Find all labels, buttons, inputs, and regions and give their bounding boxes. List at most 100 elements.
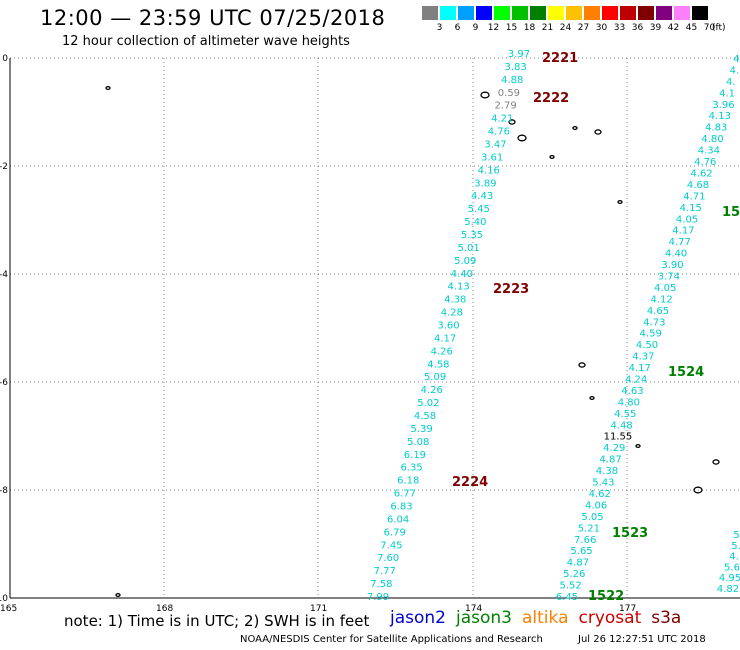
wave-height-label: 7.66 [574, 535, 596, 546]
wave-height-label: 4.38 [444, 295, 466, 306]
colorbar-tick-label: 30 [595, 23, 608, 33]
wave-height-label: 4.87 [600, 455, 622, 466]
wave-height-label: 4.58 [427, 359, 449, 370]
wave-height-label: 4.83 [705, 123, 727, 134]
colorbar-tick-label: 21 [541, 23, 554, 33]
altimeter-tracks: 3.973.834.880.592.794.214.763.473.614.16… [367, 49, 740, 603]
y-tick-label: -6 [0, 378, 8, 388]
wave-height-label: 4.38 [596, 466, 618, 477]
satellite-legend-altika: altika [522, 608, 569, 628]
wave-height-label: 4.21 [491, 114, 513, 125]
axis-labels: 165 168 171 174 177 0 -2 -4 -6 -8 -10 [0, 54, 636, 614]
colorbar-tick-label: 3 [436, 23, 443, 33]
colorbar-swatch [584, 6, 601, 20]
wave-height-label: 7.45 [380, 540, 402, 551]
wave-height-label: 4.24 [625, 375, 647, 386]
wave-height-label: 4. [729, 552, 739, 563]
colorbar-tick-label: 24 [559, 23, 572, 33]
island-outline [115, 592, 121, 598]
colorbar-swatch [476, 6, 493, 20]
pass-labels: 2221 2222 2223 2224 1524 1523 1522 151 [452, 51, 740, 604]
island-outline [712, 459, 720, 465]
wave-height-label: 6.18 [397, 476, 419, 487]
wave-height-label: 4.55 [614, 409, 636, 420]
wave-height-label: 4.63 [621, 386, 643, 397]
colorbar-swatch [530, 6, 547, 20]
wave-height-label: 5. [733, 530, 740, 541]
pass-label: 2223 [493, 282, 529, 297]
wave-height-label: 5.08 [407, 437, 429, 448]
colorbar-swatch [620, 6, 637, 20]
wave-height-label: 5.45 [468, 204, 490, 215]
wave-height-label: 4.87 [567, 558, 589, 569]
wave-height-label: 4.34 [698, 146, 720, 157]
wave-height-label: 5.09 [454, 256, 476, 267]
generated-timestamp: Jul 26 12:27:51 UTC 2018 [578, 634, 706, 645]
credit-line: NOAA/NESDIS Center for Satellite Applica… [240, 634, 543, 645]
wave-height-label: 6.04 [387, 514, 409, 525]
wave-height-label: 4.05 [676, 214, 698, 225]
wave-height-label: 7.58 [370, 579, 392, 590]
wave-height-label: 4.82 [717, 584, 739, 595]
colorbar-tick-label: 6 [454, 23, 461, 33]
wave-height-label: 4.16 [478, 165, 500, 176]
colorbar-tick-label: 45 [685, 23, 698, 33]
colorbar-tick-label: 27 [577, 23, 590, 33]
wave-height-label: 4.77 [669, 237, 691, 248]
wave-height-label: 5.21 [578, 523, 600, 534]
pass-label: 1522 [588, 589, 624, 604]
wave-height-label: 5. [731, 541, 740, 552]
page-subtitle: 12 hour collection of altimeter wave hei… [62, 34, 350, 49]
wave-height-label: 4.68 [687, 180, 709, 191]
wave-height-label: 4.65 [647, 306, 669, 317]
wave-height-label: 4.40 [665, 249, 687, 260]
wave-height-label: 4.50 [636, 340, 658, 351]
island-outline [549, 154, 555, 160]
satellite-legend-jason3: jason3 [456, 608, 512, 628]
satellite-legend-s3a: s3a [651, 608, 682, 628]
wave-height-label: 4.13 [447, 282, 469, 293]
pass-label: 2221 [542, 51, 578, 66]
y-tick-label: -4 [0, 270, 8, 280]
colorbar-swatch [692, 6, 709, 20]
island-outline [517, 134, 527, 142]
wave-height-label: 4.12 [650, 294, 672, 305]
wave-height-label: 4.62 [589, 489, 611, 500]
wave-height-label: 5.01 [458, 243, 480, 254]
y-tick-label: 0 [2, 54, 8, 64]
colorbar-tick-label: 39 [649, 23, 662, 33]
colorbar-swatch [422, 6, 439, 20]
page-title: 12:00 — 23:59 UTC 07/25/2018 [40, 6, 386, 30]
island-outline [617, 199, 623, 205]
wave-height-label: 5.65 [570, 546, 592, 557]
wave-height-label: 4.17 [629, 363, 651, 374]
colorbar-swatch [602, 6, 619, 20]
island-outline [480, 91, 490, 99]
wave-height-label: 4.26 [421, 385, 443, 396]
wave-height-label: 4.48 [610, 420, 632, 431]
wave-height-label: 3.74 [658, 271, 680, 282]
wave-height-label: 4. [730, 65, 740, 76]
wave-height-label: 5.39 [411, 424, 433, 435]
colorbar-swatch [656, 6, 673, 20]
x-tick-label: 165 [0, 604, 17, 614]
island-outline [693, 486, 703, 494]
wave-height-label: 5.02 [417, 398, 439, 409]
wave-height-label: 4. [726, 77, 736, 88]
pass-label: 1523 [612, 526, 648, 541]
wave-height-label: 4.13 [709, 111, 731, 122]
colorbar-swatch [638, 6, 655, 20]
satellite-legend-jason2: jason2 [390, 608, 446, 628]
x-tick-label: 177 [619, 604, 636, 614]
wave-height-label: 4.17 [672, 226, 694, 237]
wave-height-label: 4.05 [654, 283, 676, 294]
pass-label: 151 [722, 205, 740, 220]
wave-height-label: 4.37 [632, 352, 654, 363]
x-tick-label: 171 [310, 604, 327, 614]
colorbar-swatch [512, 6, 529, 20]
wave-height-label: 5.40 [464, 217, 486, 228]
colorbar-swatch [458, 6, 475, 20]
wave-height-label: 6.19 [404, 450, 426, 461]
wave-height-label: 3.60 [437, 321, 459, 332]
